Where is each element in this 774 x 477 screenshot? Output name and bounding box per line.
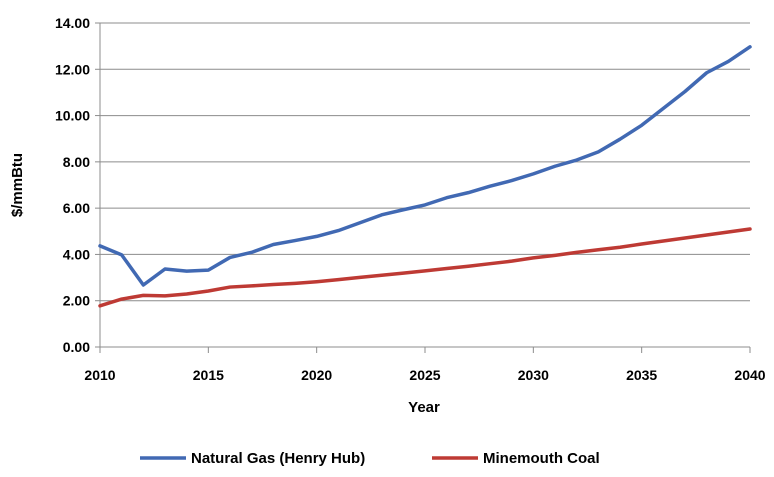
x-tick-label: 2025 xyxy=(409,367,440,383)
y-tick-labels: 0.00 2.00 4.00 6.00 8.00 10.00 12.00 14.00 xyxy=(55,15,90,355)
legend: Natural Gas (Henry Hub) Minemouth Coal xyxy=(140,450,600,467)
y-tick-label: 2.00 xyxy=(63,293,90,309)
axes xyxy=(95,22,751,353)
y-tick-label: 10.00 xyxy=(55,108,90,124)
y-tick-label: 14.00 xyxy=(55,15,90,31)
x-tick-label: 2035 xyxy=(626,367,657,383)
y-tick-label: 4.00 xyxy=(63,246,90,262)
x-tick-label: 2020 xyxy=(301,367,332,383)
legend-label-minemouth-coal: Minemouth Coal xyxy=(483,450,600,467)
y-tick-label: 0.00 xyxy=(63,339,90,355)
x-tick-labels: 2010 2015 2020 2025 2030 2035 2040 xyxy=(84,367,765,383)
series-line-natural-gas xyxy=(98,45,752,287)
x-tick-label: 2040 xyxy=(734,367,765,383)
y-tick-label: 8.00 xyxy=(63,154,90,170)
x-tick-label: 2010 xyxy=(84,367,115,383)
gridlines xyxy=(100,22,750,302)
x-tick-label: 2030 xyxy=(518,367,549,383)
y-axis-title: $/mmBtu xyxy=(9,153,26,217)
x-axis-title: Year xyxy=(408,399,440,416)
series-lines xyxy=(98,45,752,308)
legend-label-natural-gas: Natural Gas (Henry Hub) xyxy=(191,450,365,467)
y-tick-label: 6.00 xyxy=(63,200,90,216)
x-tick-label: 2015 xyxy=(193,367,224,383)
y-tick-label: 12.00 xyxy=(55,61,90,77)
series-line-minemouth-coal xyxy=(98,227,752,308)
